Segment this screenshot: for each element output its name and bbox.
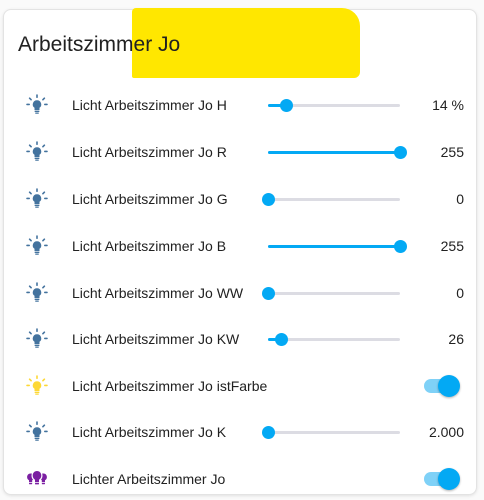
toggle-knob[interactable]	[438, 468, 460, 490]
entity-label[interactable]: Licht Arbeitszimmer Jo B	[72, 238, 227, 254]
slider-thumb[interactable]	[275, 333, 288, 346]
slider-value: 26	[448, 331, 464, 347]
entity-row-r: Licht Arbeitszimmer Jo R 255	[4, 134, 476, 170]
slider-thumb[interactable]	[394, 240, 407, 253]
slider-track[interactable]	[262, 426, 400, 439]
entity-row-k: Licht Arbeitszimmer Jo K 2.000	[4, 414, 476, 450]
slider-value: 0	[456, 191, 464, 207]
entity-label[interactable]: Licht Arbeitszimmer Jo istFarbe	[72, 378, 268, 394]
bulb-icon[interactable]	[25, 187, 49, 211]
slider-fill	[268, 245, 400, 248]
bulb-icon[interactable]	[25, 234, 49, 258]
entity-row-lichter: Lichter Arbeitszimmer Jo	[4, 461, 476, 497]
entity-row-kw: Licht Arbeitszimmer Jo KW 26	[4, 321, 476, 357]
slider-thumb[interactable]	[262, 193, 275, 206]
bulb-active-icon[interactable]	[25, 374, 49, 398]
slider-thumb[interactable]	[262, 287, 275, 300]
slider-value: 2.000	[428, 424, 464, 440]
toggle-switch[interactable]	[424, 375, 462, 397]
entity-row-h: Licht Arbeitszimmer Jo H 14 %	[4, 87, 476, 123]
slider-track[interactable]	[268, 333, 400, 346]
bulb-icon[interactable]	[25, 281, 49, 305]
slider-thumb[interactable]	[394, 146, 407, 159]
slider-track[interactable]	[262, 193, 400, 206]
entity-row-b: Licht Arbeitszimmer Jo B 255	[4, 228, 476, 264]
entity-label[interactable]: Licht Arbeitszimmer Jo K	[72, 424, 227, 440]
slider-fill	[268, 338, 281, 341]
bulb-icon[interactable]	[25, 93, 49, 117]
entity-row-g: Licht Arbeitszimmer Jo G 0	[4, 181, 476, 217]
slider-track[interactable]	[268, 240, 407, 253]
highlight-marker	[132, 8, 360, 78]
light-group-icon[interactable]	[25, 467, 49, 491]
bulb-icon[interactable]	[25, 140, 49, 164]
slider-track[interactable]	[268, 99, 400, 112]
toggle-knob[interactable]	[438, 375, 460, 397]
card-title: Arbeitszimmer Jo	[18, 33, 181, 56]
slider-track[interactable]	[268, 146, 407, 159]
slider-value: 255	[440, 144, 464, 160]
bulb-icon[interactable]	[25, 327, 49, 351]
entity-row-ww: Licht Arbeitszimmer Jo WW 0	[4, 275, 476, 311]
entity-label[interactable]: Licht Arbeitszimmer Jo H	[72, 97, 227, 113]
entities-card: Arbeitszimmer Jo Licht Arbeitszimmer Jo …	[3, 8, 477, 497]
slider-value: 14 %	[432, 97, 464, 113]
slider-fill	[268, 104, 286, 107]
entity-label[interactable]: Licht Arbeitszimmer Jo WW	[72, 285, 244, 301]
entity-label[interactable]: Licht Arbeitszimmer Jo KW	[72, 331, 240, 347]
slider-thumb[interactable]	[280, 99, 293, 112]
entity-label[interactable]: Licht Arbeitszimmer Jo G	[72, 191, 228, 207]
slider-thumb[interactable]	[262, 426, 275, 439]
slider-value: 0	[456, 285, 464, 301]
bulb-icon[interactable]	[25, 420, 49, 444]
entity-row-istfarbe: Licht Arbeitszimmer Jo istFarbe	[4, 368, 476, 404]
slider-fill	[268, 151, 400, 154]
toggle-switch[interactable]	[424, 468, 462, 490]
entity-label[interactable]: Lichter Arbeitszimmer Jo	[72, 471, 226, 487]
slider-value: 255	[440, 238, 464, 254]
entity-label[interactable]: Licht Arbeitszimmer Jo R	[72, 144, 227, 160]
slider-track[interactable]	[262, 287, 400, 300]
